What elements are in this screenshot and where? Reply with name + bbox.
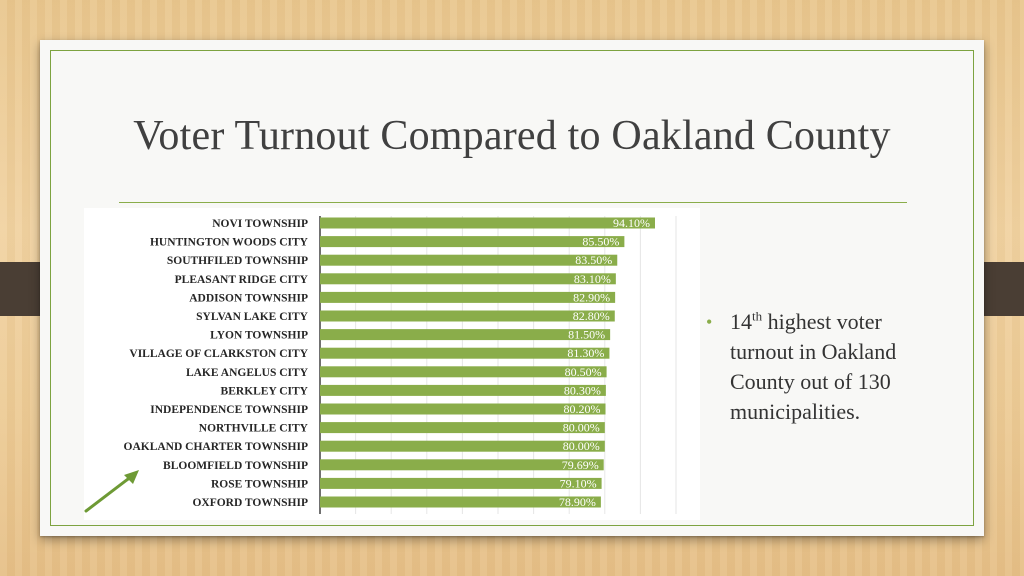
arrow-head-icon xyxy=(124,470,139,484)
category-label: INDEPENDENCE TOWNSHIP xyxy=(150,404,308,416)
category-label: ROSE TOWNSHIP xyxy=(211,478,308,490)
slide-frame xyxy=(50,50,974,526)
data-label: 82.80% xyxy=(573,309,610,323)
category-label: VILLAGE OF CLARKSTON CITY xyxy=(129,348,308,360)
bullet-list: • 14th highest voter turnout in Oakland … xyxy=(704,307,924,427)
bar xyxy=(320,347,610,359)
bar xyxy=(320,403,606,415)
bar xyxy=(320,254,618,266)
data-label: 80.20% xyxy=(564,402,601,416)
category-label: PLEASANT RIDGE CITY xyxy=(175,274,309,286)
data-label: 80.00% xyxy=(563,421,600,435)
data-label: 83.10% xyxy=(574,272,611,286)
arrow-icon xyxy=(84,474,134,513)
category-label: ADDISON TOWNSHIP xyxy=(189,292,308,304)
data-label: 83.50% xyxy=(575,253,612,267)
slide-card: Voter Turnout Compared to Oakland County… xyxy=(40,40,984,536)
category-label: NORTHVILLE CITY xyxy=(199,423,309,435)
category-label: NOVI TOWNSHIP xyxy=(212,218,308,230)
data-label: 79.69% xyxy=(562,458,599,472)
data-label: 85.50% xyxy=(582,235,619,249)
bar xyxy=(320,384,606,396)
bar xyxy=(320,459,604,471)
data-label: 94.10% xyxy=(613,216,650,230)
slide-title: Voter Turnout Compared to Oakland County xyxy=(133,113,891,159)
bar xyxy=(320,236,625,248)
category-label: LYON TOWNSHIP xyxy=(210,330,308,342)
turnout-bar-chart: NOVI TOWNSHIP 94.10% HUNTINGTON WOODS CITY… xyxy=(84,216,677,514)
bar xyxy=(320,217,655,229)
category-label: SYLVAN LAKE CITY xyxy=(196,311,309,323)
bar xyxy=(320,440,605,452)
bar xyxy=(320,477,602,489)
data-label: 81.30% xyxy=(567,346,604,360)
turnout-chart: NOVI TOWNSHIP 94.10% HUNTINGTON WOODS CITY… xyxy=(84,208,700,520)
bullet-item: 14th highest voter turnout in Oakland Co… xyxy=(730,307,924,427)
category-label: SOUTHFILED TOWNSHIP xyxy=(167,255,308,267)
bullet-point-icon: • xyxy=(706,312,713,332)
category-label: OXFORD TOWNSHIP xyxy=(192,497,308,509)
bar xyxy=(320,496,601,508)
category-label: LAKE ANGELUS CITY xyxy=(186,367,309,379)
data-label: 78.90% xyxy=(559,495,596,509)
data-label: 82.90% xyxy=(573,290,610,304)
data-label: 80.30% xyxy=(564,383,601,397)
rank-suffix: th xyxy=(752,308,763,324)
data-label: 81.50% xyxy=(568,328,605,342)
bar xyxy=(320,273,616,285)
category-label: BLOOMFIELD TOWNSHIP xyxy=(163,460,308,472)
bar xyxy=(320,422,605,434)
category-label: OAKLAND CHARTER TOWNSHIP xyxy=(124,441,308,453)
data-label: 79.10% xyxy=(560,476,597,490)
bullet-text: highest voter turnout in Oakland County … xyxy=(730,309,897,424)
rank-number: 14 xyxy=(730,309,752,334)
bar xyxy=(320,291,616,303)
title-divider xyxy=(119,202,907,203)
bar xyxy=(320,366,607,378)
bar xyxy=(320,329,611,341)
data-label: 80.00% xyxy=(563,439,600,453)
category-label: HUNTINGTON WOODS CITY xyxy=(150,237,309,249)
category-label: BERKLEY CITY xyxy=(221,385,309,397)
bar xyxy=(320,310,615,322)
data-label: 80.50% xyxy=(565,365,602,379)
